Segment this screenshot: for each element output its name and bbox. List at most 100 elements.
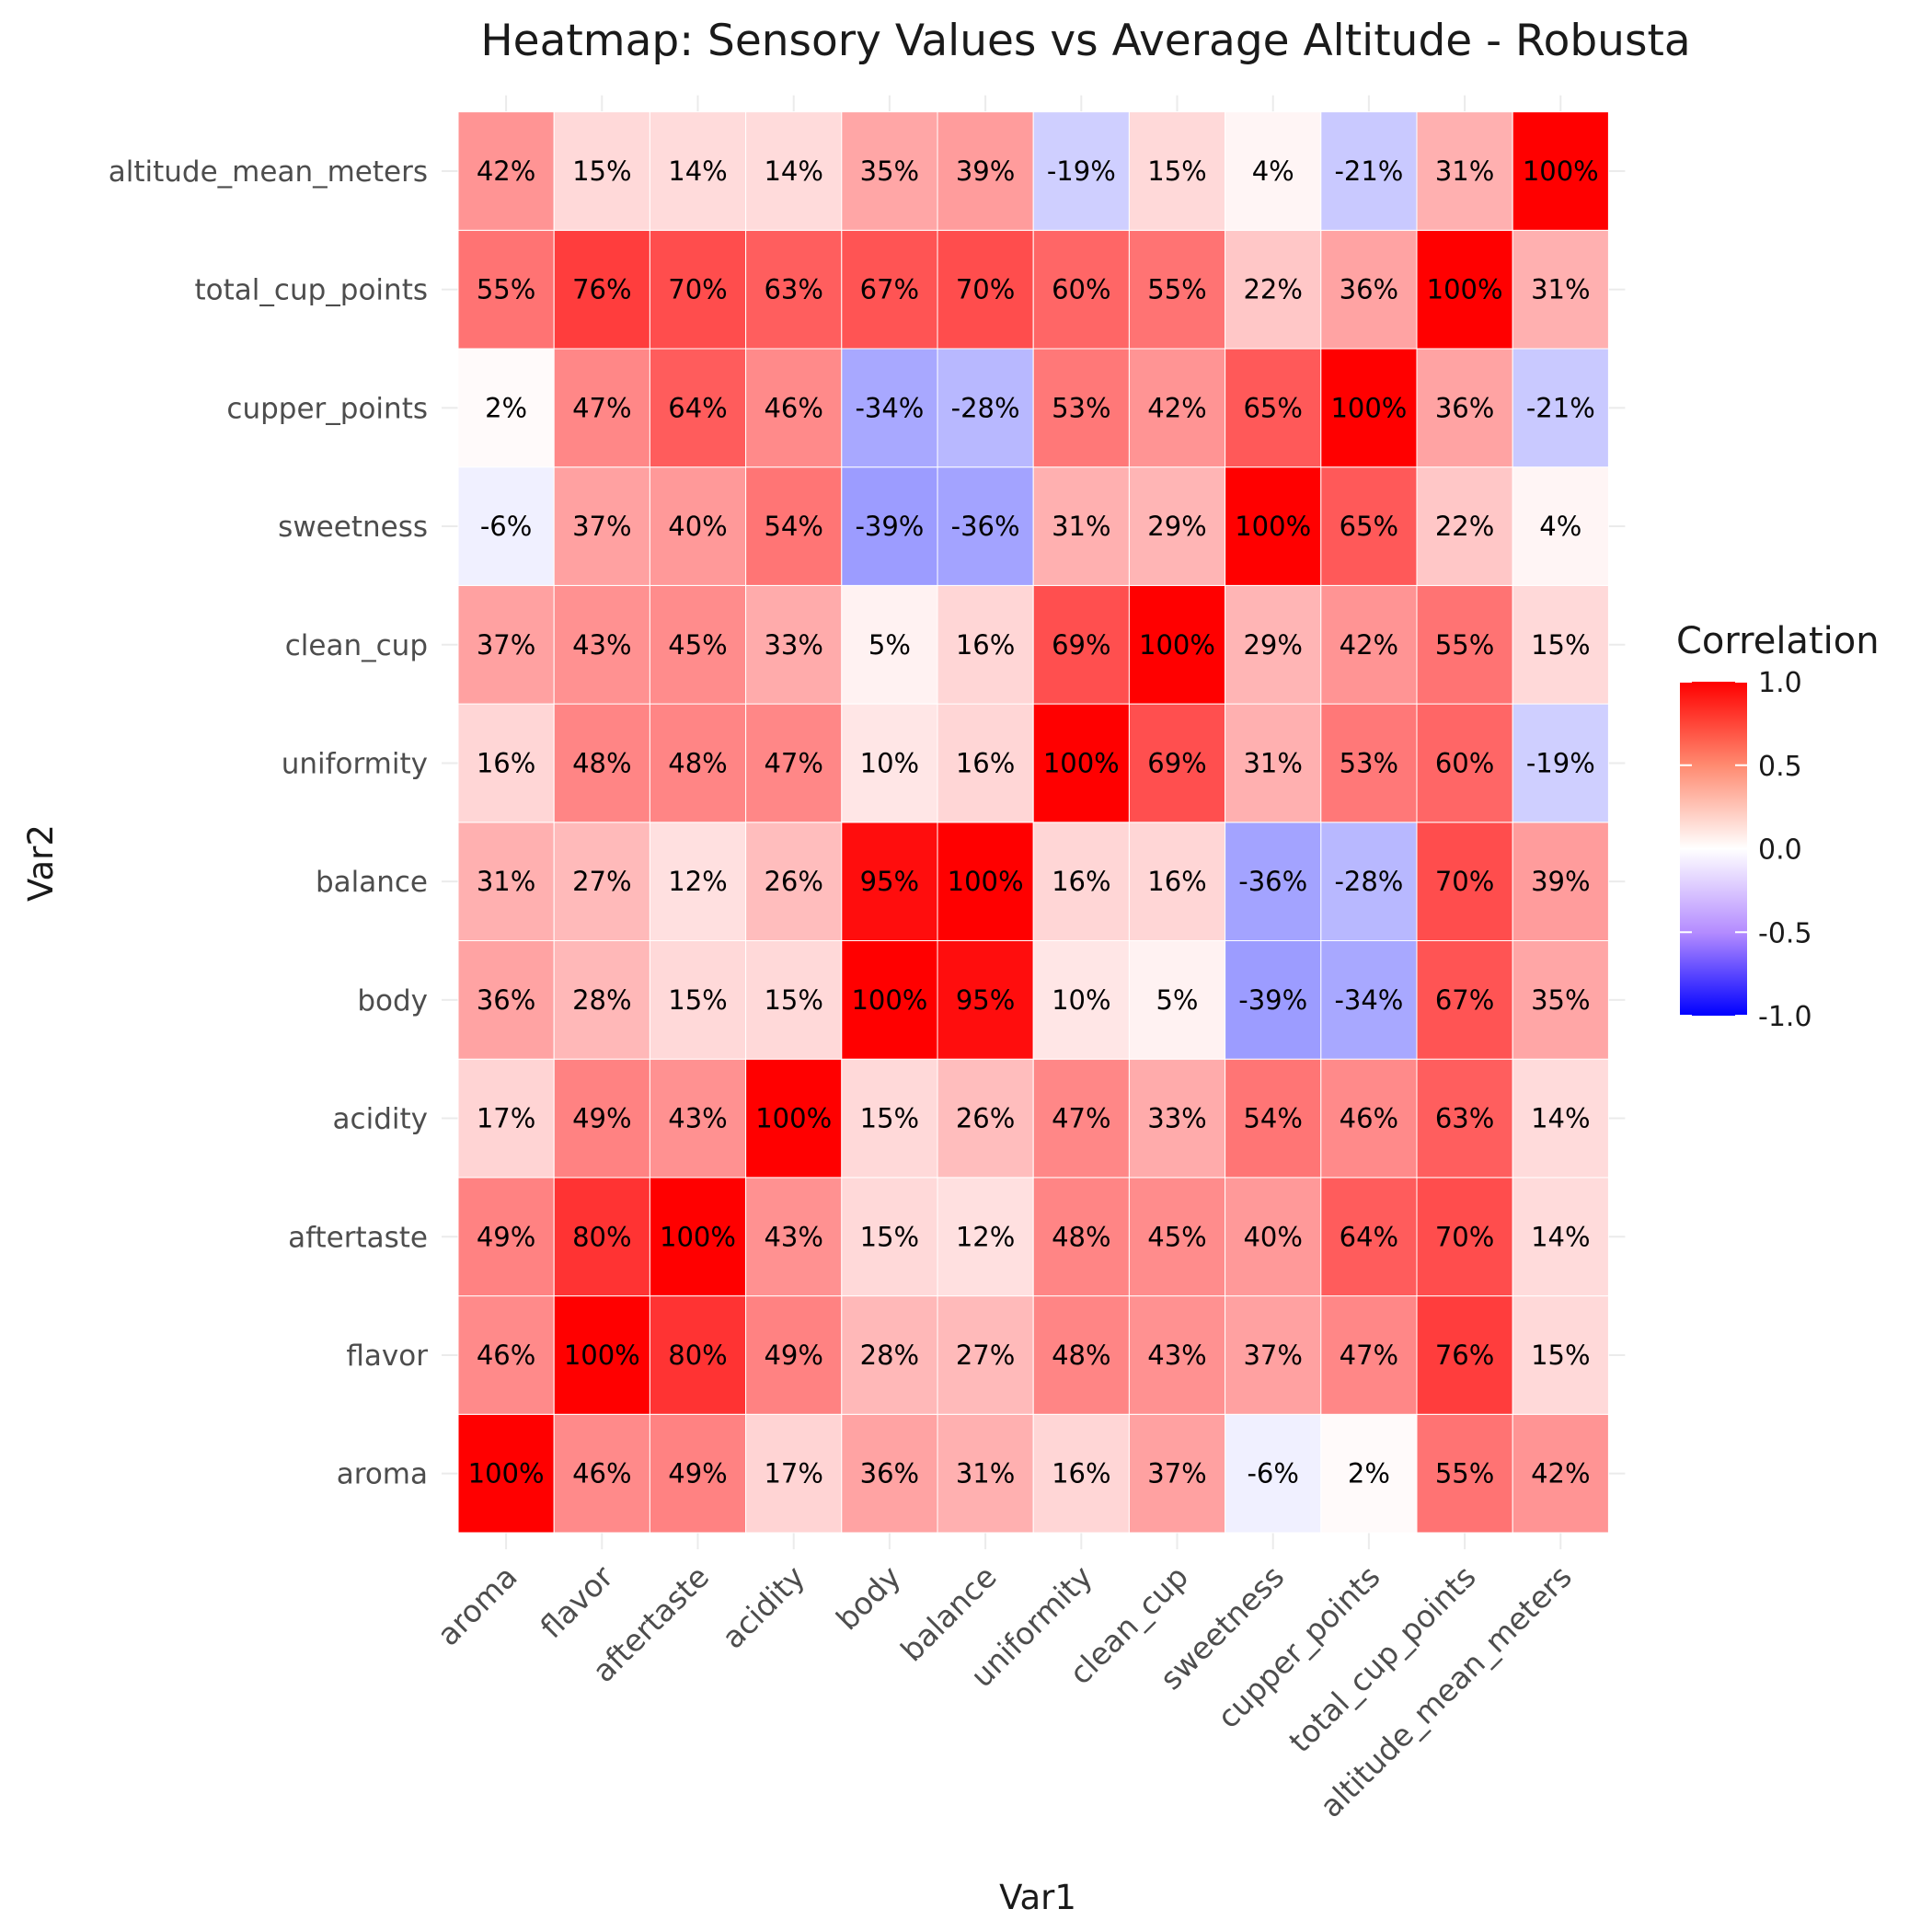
heatmap-cell — [745, 348, 843, 468]
cell-value-label: 49% — [668, 1458, 727, 1489]
heatmap-cell — [937, 1058, 1034, 1179]
cell-value-label: 67% — [860, 274, 919, 305]
cell-value-label: 63% — [764, 274, 822, 305]
cell-value-label: 31% — [1243, 747, 1302, 778]
heatmap-cell — [841, 1295, 938, 1415]
cell-value-label: 47% — [1340, 1340, 1398, 1371]
heatmap-cell — [1032, 111, 1130, 231]
heatmap-cell — [1128, 229, 1226, 350]
cell-value-label: 100% — [1523, 155, 1599, 187]
cell-value-label: -34% — [1334, 984, 1403, 1016]
cell-value-label: 14% — [668, 155, 727, 187]
cell-value-label: 54% — [764, 511, 822, 542]
cell-value-label: 46% — [572, 1458, 631, 1489]
y-tick-label: cupper_points — [226, 392, 428, 425]
heatmap-cell — [841, 229, 938, 350]
cell-value-label: 16% — [956, 629, 1015, 661]
cell-value-label: 69% — [1147, 747, 1206, 778]
x-axis-title: Var1 — [999, 1878, 1076, 1917]
cell-value-label: -28% — [951, 392, 1020, 423]
heatmap-cell — [457, 111, 555, 231]
heatmap-cell — [841, 111, 938, 231]
heatmap-cell — [1225, 111, 1322, 231]
y-tick-label: clean_cup — [285, 629, 428, 662]
heatmap-cell — [457, 466, 555, 586]
heatmap-cell — [553, 111, 650, 231]
heatmap-cell — [1320, 1413, 1418, 1534]
cell-value-label: 55% — [1147, 274, 1206, 305]
cell-value-label: 37% — [572, 511, 631, 542]
heatmap-cell — [649, 703, 747, 823]
cell-value-label: 65% — [1243, 392, 1302, 423]
y-tick-label: body — [357, 984, 428, 1018]
cell-value-label: 33% — [764, 629, 822, 661]
cell-value-label: 28% — [572, 984, 631, 1016]
cell-value-label: 46% — [1340, 1103, 1398, 1134]
cell-value-label: 14% — [1531, 1103, 1590, 1134]
heatmap-cell — [1225, 229, 1322, 350]
heatmap-cell — [1128, 348, 1226, 468]
heatmap-cell — [649, 1295, 747, 1415]
heatmap-cell — [745, 1177, 843, 1297]
heatmap-cell — [457, 1295, 555, 1415]
heatmap-cell — [1512, 703, 1609, 823]
cell-value-label: 60% — [1435, 747, 1494, 778]
cell-value-label: 16% — [1147, 866, 1206, 897]
cell-value-label: 80% — [572, 1221, 631, 1252]
heatmap-cell — [1416, 584, 1513, 705]
heatmap-cell — [1225, 940, 1322, 1060]
cell-value-label: 40% — [1243, 1221, 1302, 1252]
cell-value-label: -19% — [1526, 747, 1595, 778]
heatmap-cell — [1512, 229, 1609, 350]
cell-value-label: -39% — [855, 511, 924, 542]
cell-value-label: 17% — [764, 1458, 822, 1489]
cell-value-label: 16% — [1052, 866, 1110, 897]
cell-value-label: 36% — [1435, 392, 1494, 423]
heatmap-cell — [649, 348, 747, 468]
legend-tick-label: 1.0 — [1758, 667, 1802, 699]
cell-value-label: 95% — [956, 984, 1015, 1016]
heatmap-cell — [1225, 584, 1322, 705]
cell-value-label: 39% — [1531, 866, 1590, 897]
cell-value-label: -39% — [1238, 984, 1307, 1016]
heatmap-cell — [1320, 703, 1418, 823]
cell-value-label: 69% — [1052, 629, 1110, 661]
cell-value-label: -21% — [1526, 392, 1595, 423]
heatmap-cell — [745, 466, 843, 586]
cell-value-label: 46% — [764, 392, 822, 423]
heatmap-cell — [1032, 229, 1130, 350]
cell-value-label: 29% — [1243, 629, 1302, 661]
cell-value-label: 15% — [860, 1103, 919, 1134]
cell-value-label: 31% — [1531, 274, 1590, 305]
cell-value-label: 100% — [1330, 392, 1407, 423]
cell-value-label: 27% — [956, 1340, 1015, 1371]
cell-value-label: 76% — [572, 274, 631, 305]
cell-value-label: 43% — [764, 1221, 822, 1252]
heatmap-cell — [1128, 1177, 1226, 1297]
cell-value-label: 16% — [1052, 1458, 1110, 1489]
heatmap-cell — [745, 822, 843, 941]
heatmap-cell — [1032, 584, 1130, 705]
heatmap-cell — [937, 1295, 1034, 1415]
cell-value-label: 31% — [1052, 511, 1110, 542]
cell-value-label: 46% — [477, 1340, 535, 1371]
heatmap-cell — [1416, 940, 1513, 1060]
cell-value-label: 48% — [572, 747, 631, 778]
heatmap-cell — [1416, 348, 1513, 468]
heatmap-cell — [841, 1177, 938, 1297]
heatmap-cell — [1512, 466, 1609, 586]
cell-value-label: 10% — [1052, 984, 1110, 1016]
cell-value-label: 10% — [860, 747, 919, 778]
cell-value-label: 60% — [1052, 274, 1110, 305]
cell-value-label: 12% — [668, 866, 727, 897]
heatmap-cell — [937, 348, 1034, 468]
heatmap-cell — [553, 822, 650, 941]
legend-title: Correlation — [1676, 620, 1880, 662]
cell-value-label: 100% — [660, 1221, 736, 1252]
cell-value-label: 36% — [1340, 274, 1398, 305]
cell-value-label: 55% — [1435, 629, 1494, 661]
heatmap-cell — [1416, 229, 1513, 350]
cell-value-label: 15% — [668, 984, 727, 1016]
legend-tick-label: 0.5 — [1758, 751, 1802, 783]
cell-value-label: 100% — [468, 1458, 545, 1489]
